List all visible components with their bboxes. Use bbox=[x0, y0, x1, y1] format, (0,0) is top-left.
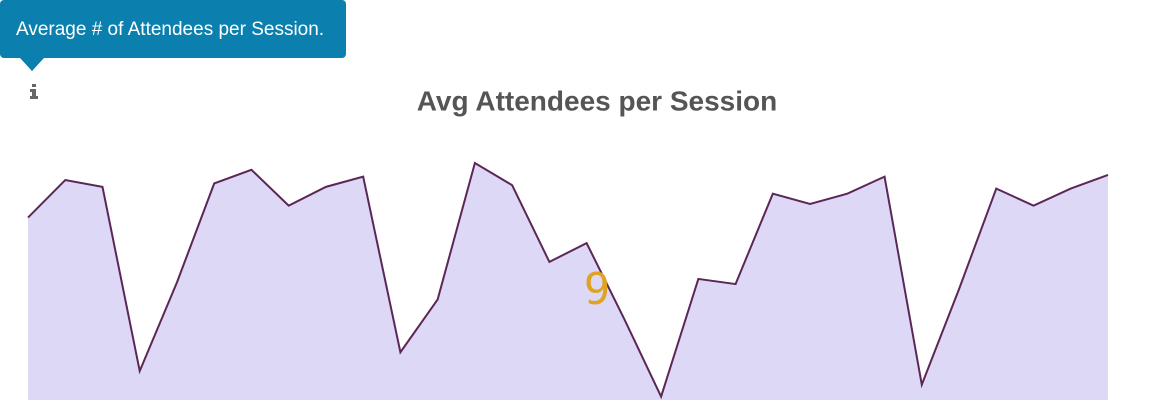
tooltip-box bbox=[0, 0, 346, 58]
area-fill bbox=[28, 163, 1108, 400]
tooltip-text: Average # of Attendees per Session. bbox=[16, 19, 324, 40]
area-line bbox=[27, 161, 1109, 400]
chart-title: Avg Attendees per Session bbox=[417, 85, 777, 116]
summary-value: 9 bbox=[584, 264, 611, 315]
info-icon[interactable] bbox=[30, 84, 38, 99]
tooltip-arrow bbox=[20, 58, 44, 71]
